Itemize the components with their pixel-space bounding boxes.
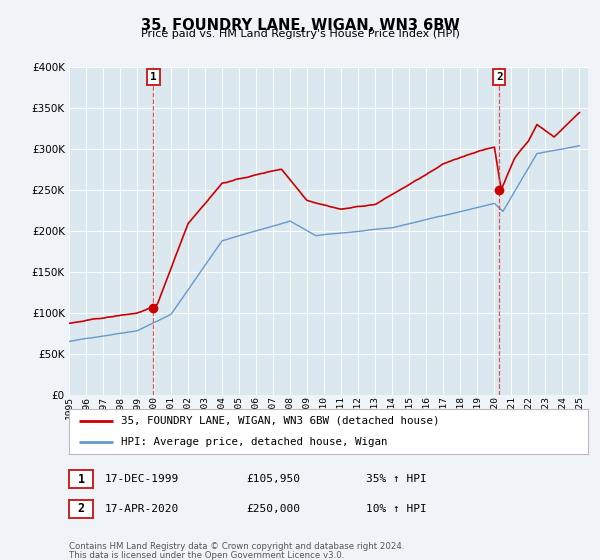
Text: 2: 2	[77, 502, 85, 515]
Text: 35% ↑ HPI: 35% ↑ HPI	[366, 474, 427, 484]
Text: £105,950: £105,950	[246, 474, 300, 484]
Text: HPI: Average price, detached house, Wigan: HPI: Average price, detached house, Wiga…	[121, 436, 388, 446]
Text: 1: 1	[77, 473, 85, 486]
Text: 10% ↑ HPI: 10% ↑ HPI	[366, 504, 427, 514]
Text: Price paid vs. HM Land Registry's House Price Index (HPI): Price paid vs. HM Land Registry's House …	[140, 29, 460, 39]
Text: 17-DEC-1999: 17-DEC-1999	[105, 474, 179, 484]
Text: 1: 1	[150, 72, 157, 82]
Text: 17-APR-2020: 17-APR-2020	[105, 504, 179, 514]
Text: 35, FOUNDRY LANE, WIGAN, WN3 6BW: 35, FOUNDRY LANE, WIGAN, WN3 6BW	[140, 18, 460, 33]
Text: £250,000: £250,000	[246, 504, 300, 514]
Text: 35, FOUNDRY LANE, WIGAN, WN3 6BW (detached house): 35, FOUNDRY LANE, WIGAN, WN3 6BW (detach…	[121, 416, 439, 426]
Text: Contains HM Land Registry data © Crown copyright and database right 2024.: Contains HM Land Registry data © Crown c…	[69, 542, 404, 551]
Text: This data is licensed under the Open Government Licence v3.0.: This data is licensed under the Open Gov…	[69, 551, 344, 560]
Text: 2: 2	[496, 72, 503, 82]
